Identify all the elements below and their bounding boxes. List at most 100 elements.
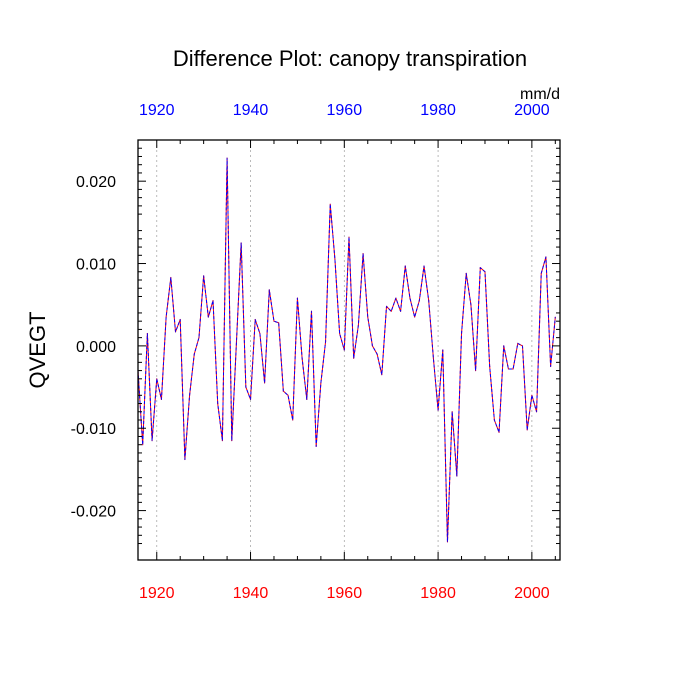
data-point: [142, 444, 144, 446]
data-point: [146, 332, 148, 335]
data-point: [179, 318, 181, 321]
data-point: [479, 267, 481, 269]
data-point: [507, 368, 510, 370]
y-tick-label: 0.000: [76, 339, 116, 356]
data-point: [203, 275, 205, 277]
data-point: [193, 353, 195, 355]
data-point: [315, 445, 317, 447]
data-point: [540, 272, 542, 275]
data-point: [531, 394, 533, 396]
data-point: [409, 297, 411, 299]
data-point: [381, 374, 383, 376]
axis-ticks: [138, 140, 560, 560]
data-point: [512, 368, 514, 370]
data-point: [278, 322, 280, 324]
data-point: [414, 316, 416, 318]
data-point: [390, 310, 392, 312]
data-point: [249, 398, 252, 401]
x-tick-label-top: 2000: [514, 102, 550, 119]
data-point: [423, 265, 425, 267]
series-line-blue-dashed: [137, 157, 556, 543]
data-point: [324, 341, 327, 343]
data-point: [535, 411, 538, 413]
units-label: mm/d: [520, 86, 560, 103]
plot-frame: [137, 139, 561, 561]
y-tick-label: 0.020: [76, 174, 116, 191]
data-point: [320, 382, 322, 384]
data-point: [371, 345, 374, 347]
x-tick-label-bottom: 1980: [420, 585, 456, 602]
data-point: [489, 365, 491, 368]
data-point: [240, 242, 242, 244]
data-point: [231, 439, 233, 442]
tick-labels: 1920 1920 1940 1940 1960 1960 1980 1980 2000 2000…: [71, 102, 550, 602]
data-point: [329, 203, 331, 205]
data-point: [456, 475, 458, 477]
data-point: [418, 299, 420, 302]
data-point: [170, 276, 172, 279]
data-point: [306, 398, 308, 401]
data-point: [339, 332, 341, 335]
data-point: [184, 458, 186, 461]
data-point: [460, 332, 463, 335]
data-point: [348, 236, 350, 238]
data-point: [198, 337, 200, 339]
data-point: [475, 369, 477, 372]
data-point: [376, 353, 378, 355]
data-point: [343, 349, 345, 351]
data-point: [484, 271, 486, 273]
data-point: [259, 332, 261, 335]
data-point: [362, 253, 364, 255]
y-axis-label: QVEGT: [25, 311, 50, 388]
data-point: [470, 304, 472, 306]
data-point: [160, 398, 163, 401]
data-point: [310, 310, 313, 312]
data-point: [245, 386, 247, 388]
data-point: [301, 357, 303, 359]
data-point: [526, 429, 528, 431]
x-tick-label-bottom: 1920: [139, 585, 175, 602]
data-point: [226, 157, 228, 159]
series-line-red: [137, 157, 556, 543]
data-point: [292, 419, 294, 421]
data-point: [404, 265, 406, 267]
x-tick-label-top: 1960: [327, 102, 363, 119]
data-point: [287, 394, 289, 396]
y-tick-label: 0.010: [76, 257, 116, 274]
data-point: [446, 541, 449, 543]
series-group: [137, 157, 556, 543]
data-point: [395, 297, 397, 299]
data-point: [521, 345, 524, 347]
data-point: [254, 318, 256, 321]
data-point: [503, 345, 505, 347]
x-tick-label-top: 1940: [233, 102, 269, 119]
data-point: [437, 409, 439, 411]
data-point: [207, 316, 209, 318]
data-point: [451, 411, 453, 413]
data-point: [188, 394, 191, 396]
data-point: [165, 316, 167, 318]
data-point: [385, 305, 388, 307]
x-tick-label-bottom: 1940: [233, 585, 269, 602]
data-point: [273, 320, 275, 322]
data-point: [432, 357, 434, 359]
data-point: [554, 316, 556, 318]
x-tick-label-bottom: 1960: [327, 585, 363, 602]
data-point: [465, 272, 467, 275]
data-point: [428, 299, 430, 302]
data-point: [282, 390, 284, 392]
data-point: [156, 378, 158, 380]
chart-title: Difference Plot: canopy transpiration: [173, 46, 527, 71]
data-point: [353, 357, 355, 359]
data-point: [217, 402, 219, 405]
data-point: [442, 349, 444, 351]
y-tick-label: -0.020: [71, 504, 116, 521]
data-point: [545, 256, 547, 258]
data-point: [235, 341, 238, 343]
data-point: [517, 342, 519, 345]
data-point: [498, 431, 500, 433]
data-point: [334, 258, 336, 261]
data-point: [357, 324, 359, 326]
data-point: [264, 382, 266, 384]
